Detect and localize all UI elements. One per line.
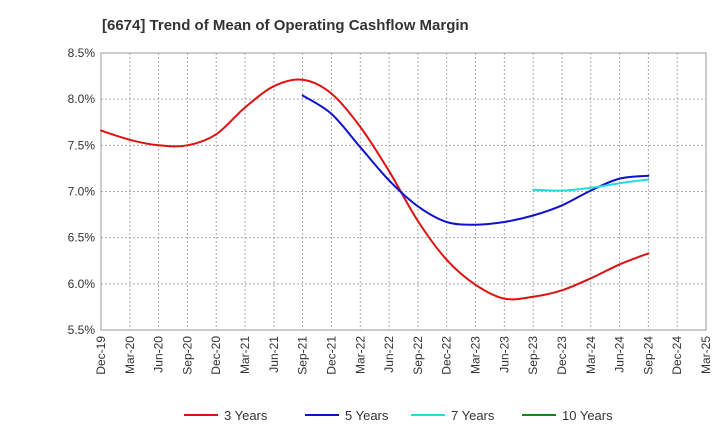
x-tick-label: Sep-23: [526, 336, 540, 375]
series-group: [100, 78, 650, 301]
x-tick-label: Mar-22: [353, 336, 367, 374]
x-tick-label: Dec-22: [440, 336, 454, 375]
x-tick-label: Sep-22: [411, 336, 425, 375]
grid: [100, 52, 707, 331]
chart-title: [6674] Trend of Mean of Operating Cashfl…: [102, 17, 469, 34]
x-tick-label: Sep-20: [180, 336, 194, 375]
legend-label-7-years: 7 Years: [451, 408, 495, 423]
x-tick-label: Mar-21: [238, 336, 252, 374]
x-tick-label: Jun-22: [382, 336, 396, 373]
y-tick-label: 6.0%: [68, 277, 96, 291]
y-tick-label: 7.0%: [68, 185, 96, 199]
x-tick-label: Mar-25: [699, 336, 713, 374]
y-tick-label: 8.5%: [68, 46, 96, 60]
x-tick-label: Dec-21: [324, 336, 338, 375]
x-tick-label: Dec-23: [555, 336, 569, 375]
x-tick-label: Jun-21: [267, 336, 281, 373]
y-tick-label: 7.5%: [68, 138, 96, 152]
plot-frame: [100, 52, 707, 331]
y-tick-label: 5.5%: [68, 323, 96, 337]
x-tick-label: Sep-24: [641, 336, 655, 375]
series-line-3-years: [100, 78, 650, 301]
x-tick-label: Dec-24: [670, 336, 684, 375]
x-tick-label: Jun-23: [497, 336, 511, 373]
series-line-5-years: [301, 94, 650, 226]
x-tick-label: Dec-19: [94, 336, 108, 375]
legend-label-10-years: 10 Years: [562, 408, 613, 423]
y-tick-label: 6.5%: [68, 231, 96, 245]
x-tick-label: Mar-24: [584, 336, 598, 374]
x-tick-label: Dec-20: [209, 336, 223, 375]
legend: 3 Years 5 Years 7 Years 10 Years: [184, 408, 613, 423]
x-tick-label: Sep-21: [296, 336, 310, 375]
x-tick-label: Mar-23: [469, 336, 483, 374]
y-axis: 5.5% 6.0% 6.5% 7.0% 7.5% 8.0% 8.5%: [68, 46, 96, 337]
x-tick-label: Mar-20: [123, 336, 137, 374]
x-tick-label: Jun-20: [152, 336, 166, 373]
series-line-7-years: [532, 178, 650, 192]
y-tick-label: 8.0%: [68, 92, 96, 106]
x-axis: Dec-19 Mar-20 Jun-20 Sep-20 Dec-20 Mar-21 Jun-…: [94, 336, 713, 375]
legend-label-5-years: 5 Years: [345, 408, 389, 423]
legend-label-3-years: 3 Years: [224, 408, 268, 423]
x-tick-label: Jun-24: [613, 336, 627, 373]
